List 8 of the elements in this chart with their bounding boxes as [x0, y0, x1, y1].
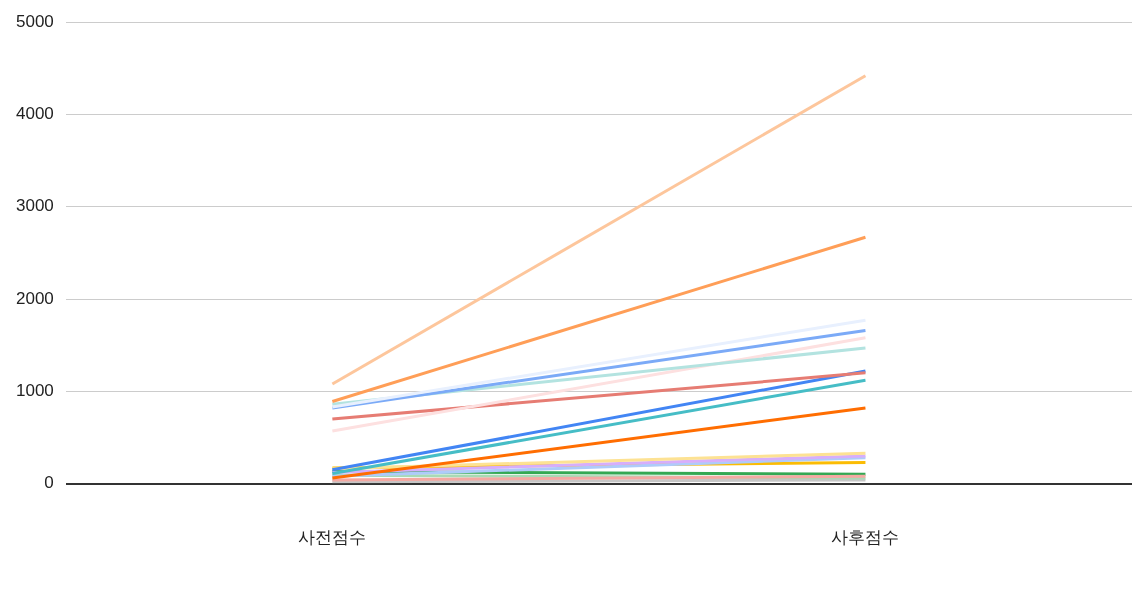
x-tick-label: 사전점수 — [298, 528, 367, 548]
y-tick-label: 1000 — [15, 381, 54, 401]
y-tick-label: 3000 — [15, 196, 54, 216]
y-tick-label: 5000 — [15, 11, 54, 31]
y-tick-label: 2000 — [15, 288, 54, 308]
x-tick-label: 사후점수 — [831, 528, 900, 548]
y-tick-label: 0 — [44, 473, 54, 493]
y-tick-label: 4000 — [15, 104, 54, 124]
